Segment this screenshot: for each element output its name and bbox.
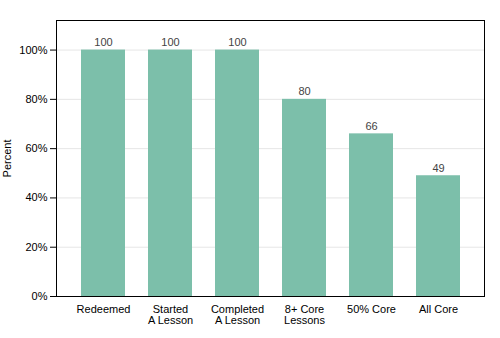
svg-text:100: 100 xyxy=(228,36,246,48)
svg-text:40%: 40% xyxy=(25,191,47,203)
svg-text:Percent: Percent xyxy=(1,140,13,178)
svg-text:66: 66 xyxy=(365,120,377,132)
svg-text:80%: 80% xyxy=(25,93,47,105)
svg-text:100: 100 xyxy=(161,36,179,48)
svg-text:49: 49 xyxy=(432,162,444,174)
svg-text:100%: 100% xyxy=(19,44,47,56)
svg-text:8+ CoreLessons: 8+ CoreLessons xyxy=(284,303,325,326)
svg-text:Redeemed: Redeemed xyxy=(77,303,131,315)
svg-text:80: 80 xyxy=(298,85,310,97)
svg-text:All Core: All Core xyxy=(419,303,458,315)
svg-text:StartedA Lesson: StartedA Lesson xyxy=(148,303,193,326)
svg-text:20%: 20% xyxy=(25,241,47,253)
svg-text:60%: 60% xyxy=(25,142,47,154)
svg-text:100: 100 xyxy=(94,36,112,48)
svg-text:0%: 0% xyxy=(32,290,48,302)
svg-text:50% Core: 50% Core xyxy=(347,303,396,315)
svg-text:CompletedA Lesson: CompletedA Lesson xyxy=(211,303,264,326)
